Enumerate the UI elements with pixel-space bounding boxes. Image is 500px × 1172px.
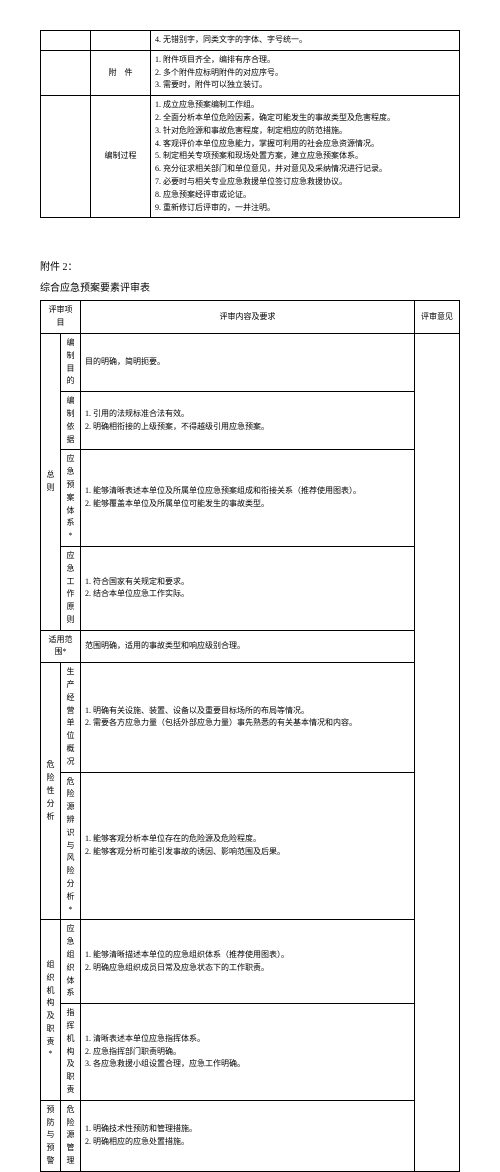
cell-content: 范围明确，适用的事故类型和响应级别合理。	[81, 630, 415, 663]
group-label: 适用范围*	[41, 630, 81, 663]
empty-cell	[41, 31, 91, 51]
cell-content: 1. 能够清晰表述本单位及所属单位应急预案组成和衔接关系（推荐使用图表）。 2.…	[81, 450, 415, 547]
list-item: 7. 必要时与相关专业应急救援单位签订应急救援协议。	[155, 176, 455, 189]
list-item: 4. 客观评价本单位应急能力，掌握可利用的社会应急资源情况。	[155, 138, 455, 151]
list-item: 1. 引用的法规标准合法有效。	[85, 408, 410, 421]
list-item: 3. 各应急救援小组设置合理，应急工作明确。	[85, 1058, 410, 1071]
list-item: 2. 结合本单位应急工作实际。	[85, 588, 410, 601]
row-label: 危险源辨识与风险分析*	[61, 772, 81, 920]
cell-content: 1. 能够清晰描述本单位的应急组织体系（推荐使用图表）。 2. 明确应急组织成员…	[81, 920, 415, 1004]
table-2: 评审项目 评审内容及要求 评审意见 总 则 编制目的 目的明确，简明扼要。 编制…	[40, 300, 460, 1171]
list-item: 2. 多个附件应标明附件的对应序号。	[155, 67, 455, 80]
row-label: 编制目的	[61, 333, 81, 391]
list-item: 8. 应急预案经评审或论证。	[155, 189, 455, 202]
cell-content: 1. 引用的法规标准合法有效。 2. 明确相衔接的上级预案，不得越级引用应急预案…	[81, 392, 415, 450]
list-item: 2. 能够客观分析可能引发事故的诱因、影响范围及后果。	[85, 846, 410, 859]
cell-content: 1. 能够客观分析本单位存在的危险源及危险程度。 2. 能够客观分析可能引发事故…	[81, 772, 415, 920]
row-label: 应急组织体系	[61, 920, 81, 1004]
list-item: 2. 全面分析本单位危险因素，确定可能发生的事故类型及危害程度。	[155, 112, 455, 125]
opinion-cell	[415, 333, 460, 1171]
list-item: 1. 明确技术性预防和管理措施。	[85, 1123, 410, 1136]
list-item: 2. 明确相应的应急处置措施。	[85, 1136, 410, 1149]
table-1: 4. 无错别字，同类文字的字体、字号统一。 附 件 1. 附件项目齐全，编排有序…	[40, 30, 460, 218]
header-cell: 评审内容及要求	[81, 301, 415, 334]
list-item: 1. 成立应急预案编制工作组。	[155, 99, 455, 112]
cell-content: 1. 明确有关设施、装置、设备以及重要目标场所的布局等情况。 2. 需要各方应急…	[81, 663, 415, 772]
row-label: 编制过程	[91, 96, 151, 218]
list-item: 3. 针对危险源和事故危害程度，制定相应的防范措施。	[155, 125, 455, 138]
list-item: 1. 清晰表述本单位应急指挥体系。	[85, 1033, 410, 1046]
row-label: 应急工作原则	[61, 546, 81, 630]
list-item: 2. 明确相衔接的上级预案，不得越级引用应急预案。	[85, 421, 410, 434]
list-item: 2. 明确应急组织成员日常及应急状态下的工作职责。	[85, 962, 410, 975]
list-item: 3. 需要时，附件可以独立装订。	[155, 79, 455, 92]
row-label: 生产经营单位概况	[61, 663, 81, 772]
list-item: 9. 重新修订后评审的，一并注明。	[155, 202, 455, 215]
list-item: 1. 附件项目齐全，编排有序合理。	[155, 54, 455, 67]
cell-content: 4. 无错别字，同类文字的字体、字号统一。	[151, 31, 460, 51]
cell-content: 1. 成立应急预案编制工作组。 2. 全面分析本单位危险因素，确定可能发生的事故…	[151, 96, 460, 218]
cell-content: 1. 附件项目齐全，编排有序合理。 2. 多个附件应标明附件的对应序号。 3. …	[151, 50, 460, 95]
group-label: 总 则	[41, 333, 61, 630]
list-item: 1. 能够客观分析本单位存在的危险源及危险程度。	[85, 833, 410, 846]
cell-content: 1. 符合国家有关规定和要求。 2. 结合本单位应急工作实际。	[81, 546, 415, 630]
attachment-subtitle: 综合应急预案要素评审表	[40, 279, 460, 294]
row-label: 危险源管理	[61, 1100, 81, 1171]
empty-cell	[41, 96, 91, 218]
group-label: 组织机构及职责*	[41, 920, 61, 1100]
cell-content: 1. 明确技术性预防和管理措施。 2. 明确相应的应急处置措施。	[81, 1100, 415, 1171]
header-cell: 评审项目	[41, 301, 81, 334]
group-label: 危险性分析	[41, 663, 61, 920]
row-label: 附 件	[91, 50, 151, 95]
header-cell: 评审意见	[415, 301, 460, 334]
empty-cell	[41, 50, 91, 95]
list-item: 2. 需要各方应急力量（包括外部应急力量）事先熟悉的有关基本情况和内容。	[85, 717, 410, 730]
list-item: 2. 能够覆盖本单位及所属单位可能发生的事故类型。	[85, 498, 410, 511]
list-item: 1. 符合国家有关规定和要求。	[85, 576, 410, 589]
empty-cell	[91, 31, 151, 51]
attachment-title: 附件 2：	[40, 258, 460, 273]
list-item: 1. 能够清晰描述本单位的应急组织体系（推荐使用图表）。	[85, 949, 410, 962]
row-label: 指挥机构及职责	[61, 1004, 81, 1101]
group-label: 预防与预警	[41, 1100, 61, 1171]
row-label: 编制依据	[61, 392, 81, 450]
list-item: 2. 应急指挥部门职责明确。	[85, 1046, 410, 1059]
cell-content: 目的明确，简明扼要。	[81, 333, 415, 391]
list-item: 6. 充分征求相关部门和单位意见，并对意见及采纳情况进行记录。	[155, 163, 455, 176]
list-item: 1. 能够清晰表述本单位及所属单位应急预案组成和衔接关系（推荐使用图表）。	[85, 485, 410, 498]
row-label: 应急预案体系*	[61, 450, 81, 547]
list-item: 5. 制定相关专项预案和现场处置方案，建立应急预案体系。	[155, 150, 455, 163]
cell-content: 1. 清晰表述本单位应急指挥体系。 2. 应急指挥部门职责明确。 3. 各应急救…	[81, 1004, 415, 1101]
